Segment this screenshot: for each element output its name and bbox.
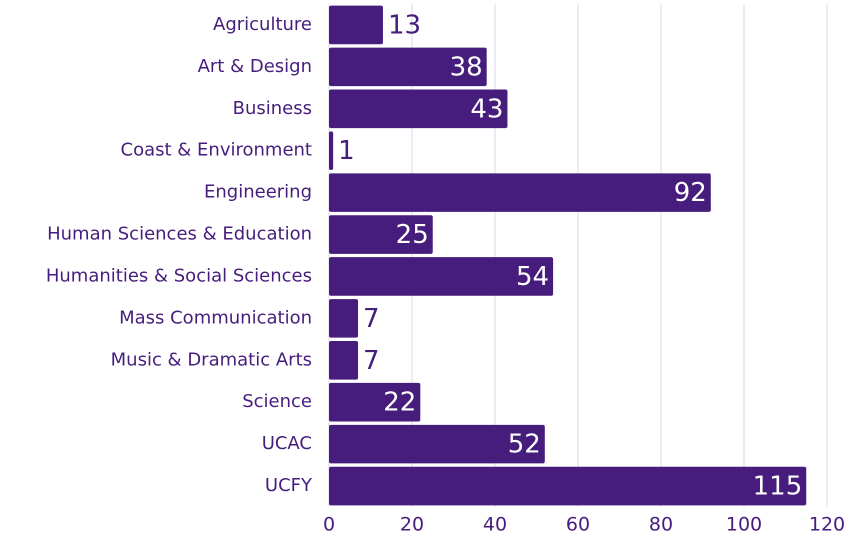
category-label: Engineering (204, 182, 312, 203)
bar (329, 257, 554, 296)
x-tick-label: 80 (649, 514, 673, 536)
x-tick-label: 40 (483, 514, 507, 536)
bar (329, 5, 383, 45)
value-label: 38 (450, 52, 483, 82)
value-label: 52 (508, 430, 541, 460)
value-label: 13 (388, 10, 421, 40)
value-label: 54 (516, 262, 549, 292)
category-label: Art & Design (198, 56, 312, 77)
value-label: 7 (363, 304, 380, 334)
value-label: 22 (383, 388, 416, 418)
x-tick-label: 60 (566, 514, 590, 536)
bar (329, 299, 359, 338)
value-label: 7 (363, 346, 380, 376)
value-label: 25 (396, 220, 429, 250)
x-tick-label: 20 (400, 514, 424, 536)
category-label: UCFY (265, 475, 313, 496)
bar (329, 131, 334, 170)
category-label: Music & Dramatic Arts (111, 349, 312, 370)
bar (329, 341, 359, 380)
category-label: Humanities & Social Sciences (46, 265, 312, 286)
bar (329, 382, 421, 422)
bar (329, 424, 545, 464)
x-tick-label: 0 (323, 514, 335, 536)
bar (329, 466, 807, 506)
category-label: Human Sciences & Education (47, 224, 312, 245)
bar (329, 215, 433, 254)
value-label: 92 (674, 178, 707, 208)
value-label: 115 (753, 472, 803, 502)
category-label: Mass Communication (119, 307, 312, 328)
value-label: 43 (470, 94, 503, 124)
category-label: Science (242, 391, 312, 412)
category-label: Coast & Environment (121, 140, 312, 161)
bar (329, 47, 487, 87)
category-label: Business (233, 98, 312, 119)
bar (329, 173, 711, 212)
category-label: UCAC (262, 433, 312, 454)
category-label: Agriculture (213, 14, 312, 35)
x-tick-label: 120 (809, 514, 845, 536)
value-label: 1 (338, 136, 355, 166)
bar (329, 89, 508, 129)
x-tick-label: 100 (726, 514, 762, 536)
